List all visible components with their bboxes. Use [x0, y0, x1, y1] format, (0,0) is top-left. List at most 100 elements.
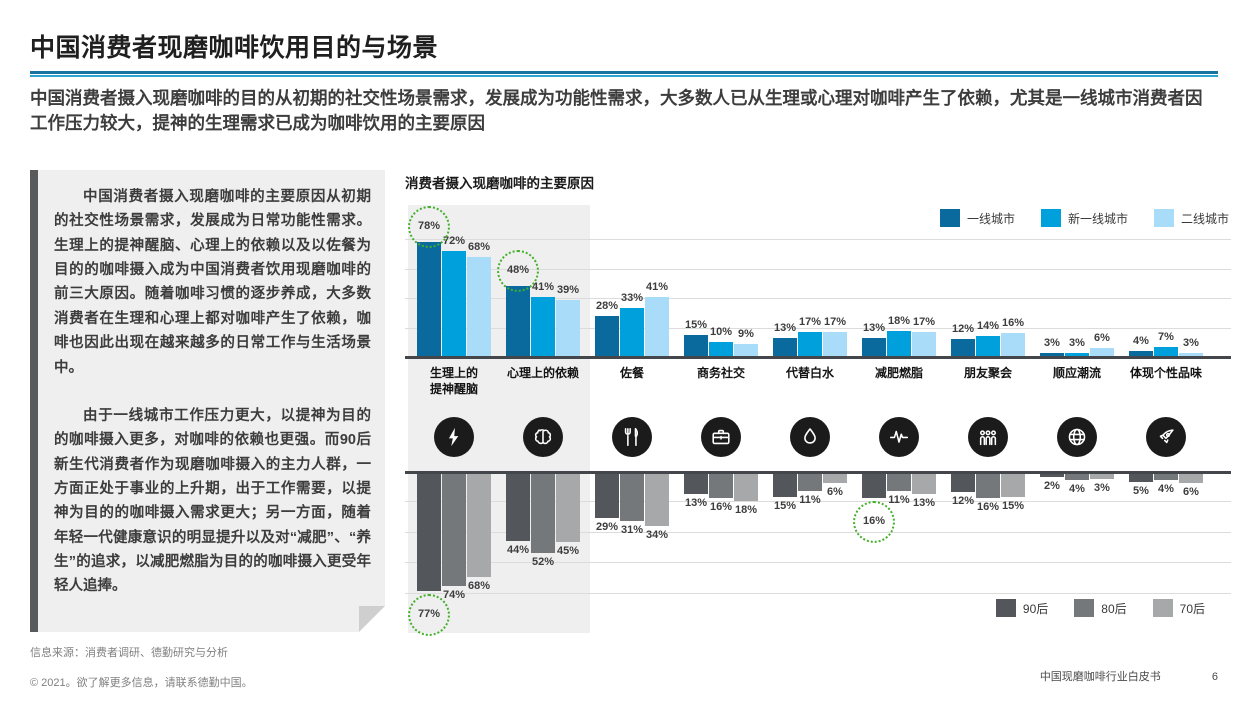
- bar-value-label: 68%: [467, 241, 491, 254]
- bar-value-label: 15%: [684, 318, 708, 331]
- bar: [709, 474, 733, 499]
- bar-value-label: 12%: [951, 323, 975, 336]
- top-gridline: [405, 327, 1231, 329]
- bar-value-label: 11%: [799, 493, 821, 506]
- bar-value-label: 3%: [1183, 336, 1199, 349]
- legend-item: 90后: [995, 599, 1048, 617]
- bar: [595, 315, 619, 357]
- category-label: 朋友聚会: [963, 366, 1012, 380]
- bar: [912, 332, 936, 357]
- title-divider: [30, 71, 1218, 77]
- bar: [684, 474, 708, 494]
- bar-value-label: 13%: [684, 496, 708, 509]
- brain-icon: [523, 417, 563, 457]
- bar-value-label: 2%: [1044, 480, 1060, 493]
- bar-value-label: 13%: [912, 496, 936, 509]
- legend-label: 二线城市: [1180, 211, 1229, 226]
- report-title: 中国现磨咖啡行业白皮书: [1039, 671, 1161, 683]
- bar-value-label: 4%: [1158, 483, 1174, 496]
- bar-value-label: 41%: [645, 280, 669, 293]
- bar: [620, 474, 644, 522]
- bar-value-label: 4%: [1133, 335, 1149, 348]
- top-gridline: [405, 268, 1231, 270]
- bar: [1154, 346, 1178, 357]
- bar-value-label: 12%: [951, 495, 975, 508]
- page-number: 6: [1211, 671, 1218, 683]
- page-subtitle: 中国消费者摄入现磨咖啡的目的从初期的社交性场景需求，发展成为功能性需求，大多数人…: [30, 88, 1203, 134]
- bar: [912, 474, 936, 494]
- category-label: 顺应潮流: [1052, 366, 1101, 380]
- bar-value-label: 7%: [1158, 330, 1174, 343]
- legend-label: 70后: [1179, 601, 1205, 616]
- legend-label: 新一线城市: [1067, 211, 1128, 226]
- category-label: 代替白水: [785, 366, 834, 380]
- rocket-icon: [1146, 417, 1186, 457]
- commentary-panel: 中国消费者摄入现磨咖啡的主要原因从初期的社交性场景需求，发展成为日常功能性需求。…: [30, 170, 385, 632]
- bar: [709, 342, 733, 357]
- bar-value-label: 13%: [862, 321, 886, 334]
- bar: [645, 296, 669, 357]
- bottom-gridline: [405, 531, 1231, 533]
- chart-title: 消费者摄入现磨咖啡的主要原因: [405, 176, 594, 191]
- page-title: 中国消费者现磨咖啡饮用目的与场景: [30, 34, 439, 62]
- bar: [506, 286, 530, 357]
- bar-value-label: 14%: [976, 320, 1000, 333]
- bar: [887, 330, 911, 357]
- bar-value-label: 17%: [823, 316, 847, 328]
- bottom-gridline: [405, 562, 1231, 564]
- briefcase-icon: [701, 417, 741, 457]
- legend-item: 70后: [1152, 599, 1205, 617]
- divider-line-light: [30, 75, 1218, 77]
- people-icon: [968, 417, 1008, 457]
- bar-value-label: 6%: [1183, 486, 1199, 499]
- bar-value-label: 6%: [1094, 332, 1110, 345]
- bar: [595, 474, 619, 519]
- bar-value-label: 4%: [1069, 483, 1085, 496]
- bar-value-label: 17%: [912, 316, 936, 328]
- legend-item: 新一线城市: [1040, 209, 1128, 227]
- bar: [862, 474, 886, 499]
- bottom-chart-axis: [405, 471, 1231, 474]
- chart-canvas: 78% 48% 28% 15% 13% 13% 12% 3% 4% 72% 41% 33% 10% 17%…: [405, 201, 1231, 641]
- bar-value-label: 52%: [531, 556, 555, 569]
- top-gridline: [405, 298, 1231, 300]
- bar: [976, 336, 1000, 357]
- bar-value-label: 18%: [887, 314, 911, 327]
- bottom-gridline: [405, 592, 1231, 594]
- bar-value-label: 3%: [1094, 481, 1110, 494]
- chart-section: 消费者摄入现磨咖啡的主要原因 78% 48% 28% 15% 13% 13% 12% 3% 4%…: [405, 172, 1231, 642]
- bar-value-label: 29%: [595, 521, 619, 534]
- bar: [417, 242, 441, 357]
- bar: [823, 332, 847, 357]
- globe-icon: [1057, 417, 1097, 457]
- category-label: 生理上的 提神醒脑: [429, 366, 478, 396]
- bar-value-label: 44%: [506, 543, 530, 556]
- bar: [556, 474, 580, 543]
- bar-value-label: 15%: [1001, 499, 1025, 512]
- highlight-circle: [853, 501, 895, 544]
- bar: [773, 337, 797, 357]
- bar: [798, 332, 822, 357]
- bar: [442, 251, 466, 357]
- legend-item: 80后: [1074, 599, 1127, 617]
- bar-value-label: 11%: [888, 493, 910, 506]
- bar: [1090, 348, 1114, 357]
- bar: [862, 337, 886, 357]
- bar-value-label: 17%: [798, 316, 822, 328]
- legend-swatch: [995, 599, 1016, 617]
- highlight-circle: [408, 594, 450, 637]
- bar: [556, 299, 580, 357]
- bar-value-label: 13%: [773, 321, 797, 334]
- legend-label: 80后: [1101, 601, 1127, 616]
- bar: [1065, 474, 1089, 481]
- source-note: 信息来源：消费者调研、德勤研究与分析: [30, 647, 228, 659]
- bar: [1129, 474, 1153, 482]
- bar-value-label: 3%: [1069, 336, 1085, 349]
- bar-value-label: 41%: [531, 280, 555, 293]
- bar: [1179, 352, 1203, 357]
- bar: [1040, 474, 1064, 478]
- bar-value-label: 33%: [620, 292, 644, 305]
- bar-value-label: 16%: [709, 501, 733, 514]
- highlight-circle: [408, 206, 450, 249]
- bar-value-label: 3%: [1044, 336, 1060, 349]
